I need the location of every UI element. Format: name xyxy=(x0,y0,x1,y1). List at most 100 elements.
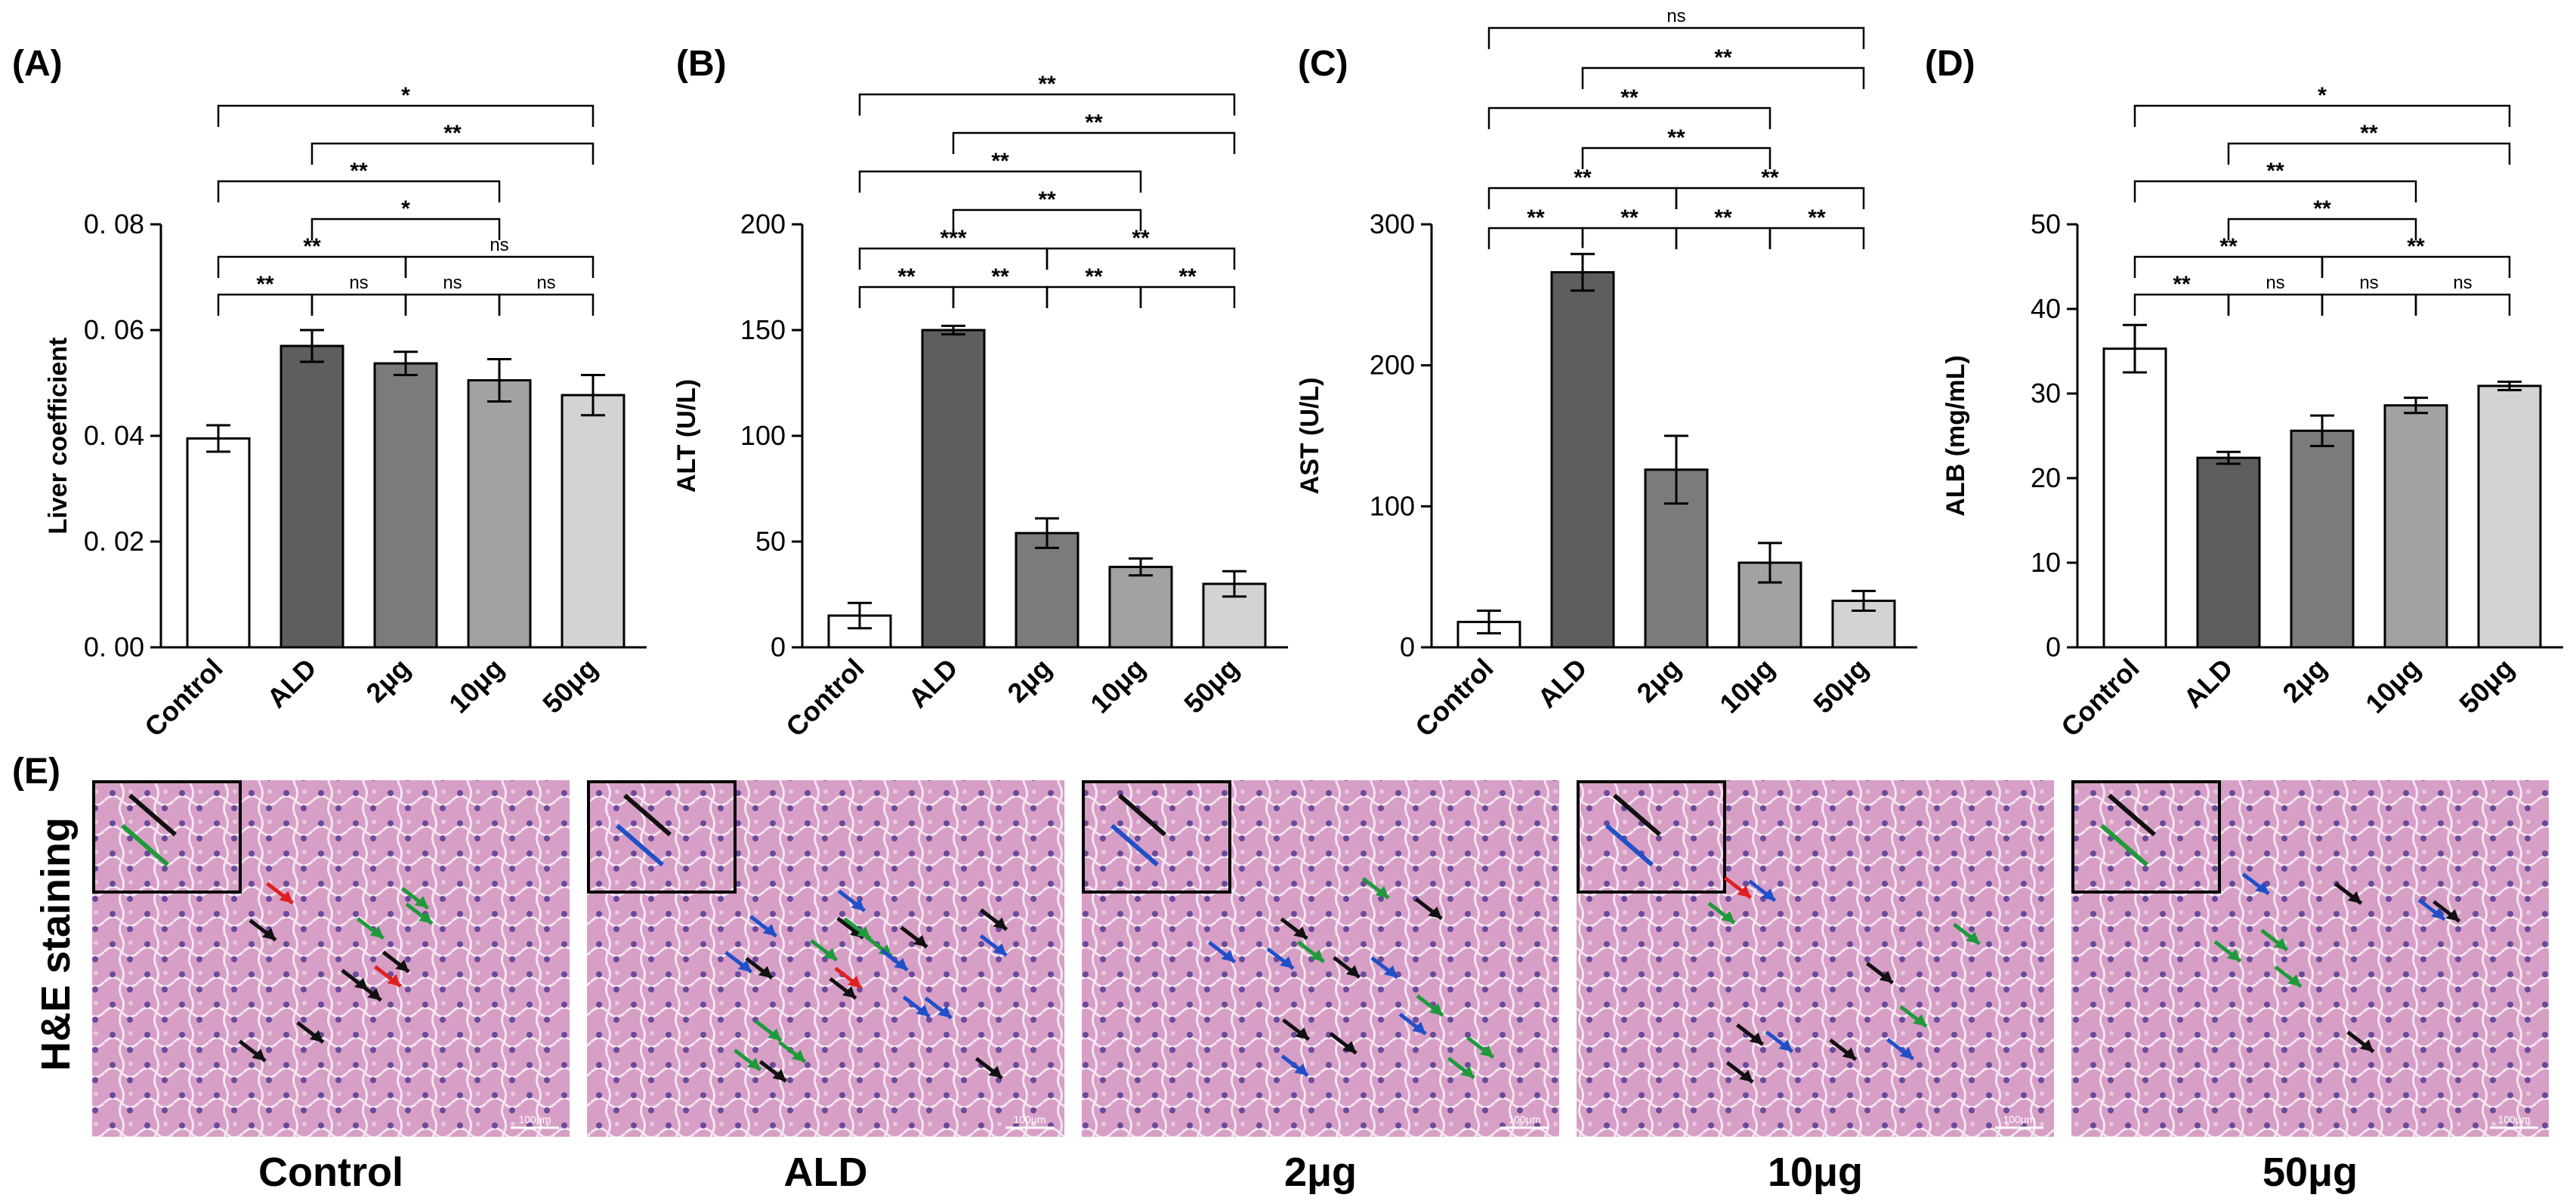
y-tick-label: 100 xyxy=(1370,490,1415,521)
arrow-head-black xyxy=(842,986,856,999)
category-label: 2μg xyxy=(1630,653,1686,709)
significance-label: ** xyxy=(1132,226,1150,251)
staining-label: 10μg xyxy=(1768,1150,1863,1195)
significance-label: ** xyxy=(1574,165,1592,190)
significance-label: ns xyxy=(1666,6,1685,26)
significance-bracket xyxy=(2414,293,2511,316)
y-tick-label: 40 xyxy=(2031,293,2061,324)
significance-bracket xyxy=(1139,286,1236,308)
arrow-head-black xyxy=(1842,1047,1856,1060)
arrow-head-blue xyxy=(737,959,752,972)
arrow-head-green xyxy=(369,926,384,939)
staining-panel-1: 100μm Control xyxy=(92,780,570,1195)
row-label: H&E staining xyxy=(33,817,79,1071)
significance-bracket xyxy=(1487,26,1865,49)
significance-label: ** xyxy=(2313,196,2331,221)
arrow-head-green xyxy=(1721,910,1735,923)
category-label: 50μg xyxy=(1178,653,1244,719)
category-label: 50μg xyxy=(2453,653,2519,719)
arrow-head-blue xyxy=(2255,881,2269,894)
significance-label: ** xyxy=(443,121,462,146)
significance-label: ** xyxy=(1178,264,1197,289)
inset-arrow xyxy=(1110,823,1159,867)
significance-label: ** xyxy=(350,159,368,184)
y-tick-label: 200 xyxy=(1370,350,1415,381)
y-tick-label: 50 xyxy=(755,526,786,557)
arrow-head-green xyxy=(823,948,837,961)
bar xyxy=(2102,347,2167,649)
arrow-head-black xyxy=(1293,926,1308,939)
significance-label: ** xyxy=(991,149,1009,174)
bar xyxy=(561,394,625,649)
arrow-head-black xyxy=(354,977,368,990)
arrow-head-blue xyxy=(1294,1064,1308,1076)
chart-panel-1: (A) 0. 00 0. 02 0. 04 0. 06 0. 08 Liver coeffi… xyxy=(12,44,647,742)
significance-bracket xyxy=(404,293,501,316)
category-label: 2μg xyxy=(1001,653,1057,709)
inset-arrow xyxy=(2108,793,2156,837)
scale-bar-label: 100μm xyxy=(1508,1113,1540,1125)
arrow-head-black xyxy=(2445,909,2460,922)
y-axis-label: Liver coefficient xyxy=(44,338,73,535)
significance-bracket xyxy=(1581,147,1771,169)
inset-box xyxy=(587,780,737,894)
arrow-head-black xyxy=(913,934,927,947)
arrow-head-green xyxy=(768,1028,782,1041)
arrow-head-green xyxy=(2273,937,2287,950)
arrow-head-green xyxy=(1429,1003,1444,1016)
significance-bracket xyxy=(1487,187,1678,209)
arrow-head-black xyxy=(252,1048,266,1061)
significance-label: ** xyxy=(303,234,321,259)
y-tick-label: 0 xyxy=(771,631,786,662)
significance-label: ns xyxy=(349,273,368,293)
significance-bracket xyxy=(2133,293,2230,316)
arrow-head-green xyxy=(1479,1045,1493,1057)
inset-arrow xyxy=(121,823,169,867)
arrow-head-black xyxy=(367,988,381,1001)
significance-bracket xyxy=(1675,187,1865,209)
significance-label: ns xyxy=(2359,273,2378,293)
significance-label: ** xyxy=(991,264,1009,289)
arrow-head-blue xyxy=(1412,1021,1426,1034)
arrow-head-green xyxy=(1310,949,1324,962)
inset-box xyxy=(1577,780,1726,894)
significance-label: ** xyxy=(256,272,274,297)
arrow-head-black xyxy=(395,959,409,972)
significance-label: ** xyxy=(1667,125,1685,150)
significance-bracket xyxy=(2227,142,2511,165)
bar xyxy=(1108,566,1173,649)
significance-bracket xyxy=(404,255,595,278)
significance-bracket xyxy=(1487,107,1771,129)
arrow-head-red xyxy=(848,975,862,988)
category-label: 10μg xyxy=(1713,653,1780,719)
panel-label: (E) xyxy=(12,752,60,792)
bar xyxy=(2290,429,2355,649)
arrow-head-black xyxy=(1345,965,1360,977)
staining-label: ALD xyxy=(784,1150,868,1195)
category-label: ALD xyxy=(2177,653,2238,714)
arrow-head-black xyxy=(988,1066,1002,1079)
significance-label: ns xyxy=(2453,273,2472,293)
staining-panel-4: 100μm 10μg xyxy=(1577,780,2054,1195)
arrow-head-blue xyxy=(937,1005,952,1018)
inset-arrow xyxy=(1613,793,1661,837)
arrow-head-green xyxy=(857,926,871,939)
inset-box xyxy=(92,780,242,894)
bar xyxy=(827,614,892,649)
significance-bracket xyxy=(310,142,595,165)
significance-label: * xyxy=(2318,83,2327,108)
significance-label: ** xyxy=(1085,110,1103,135)
significance-bracket xyxy=(498,293,595,316)
y-tick-label: 0. 06 xyxy=(84,314,144,345)
scale-bar-label: 100μm xyxy=(1013,1113,1046,1125)
category-label: 10μg xyxy=(1084,653,1151,719)
arrow-head-black xyxy=(1295,1027,1309,1040)
significance-label: ** xyxy=(1620,85,1639,110)
significance-bracket xyxy=(1675,227,1771,249)
significance-bracket xyxy=(2133,180,2417,202)
arrow-head-blue xyxy=(1221,949,1235,962)
significance-label: ** xyxy=(1714,205,1732,230)
bar xyxy=(186,437,251,649)
y-tick-label: 0. 00 xyxy=(84,631,144,662)
category-label: 2μg xyxy=(360,653,415,709)
